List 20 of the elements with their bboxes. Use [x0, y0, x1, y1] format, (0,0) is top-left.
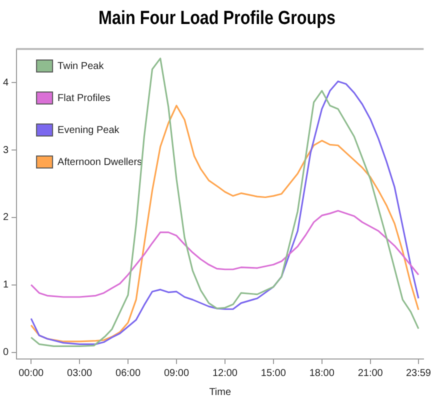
x-tick-label: 18:00	[309, 368, 335, 379]
y-tick-label: 0	[3, 347, 9, 358]
legend-label: Twin Peak	[58, 60, 105, 72]
y-tick-label: 3	[3, 144, 9, 156]
x-axis-title: Time	[209, 386, 232, 398]
x-tick-label: 06:00	[116, 368, 141, 379]
legend-label: Afternoon Dwellers	[58, 156, 142, 168]
x-tick-label: 09:00	[164, 368, 190, 379]
legend-label: Evening Peak	[58, 124, 120, 136]
y-tick-label: 4	[3, 77, 9, 88]
y-tick-label: 1	[3, 280, 9, 291]
x-tick-label: 00:00	[18, 368, 44, 379]
x-tick-label: 03:00	[67, 368, 93, 379]
x-tick-label: 21:00	[358, 368, 384, 379]
y-tick-label: 2	[3, 212, 9, 224]
x-tick-label: 12:00	[212, 368, 238, 379]
legend-label: Flat Profiles	[58, 92, 110, 104]
x-tick-label: 15:00	[260, 368, 286, 379]
x-tick-label: 23:59	[406, 368, 432, 379]
chart-title: Main Four Load Profile Groups	[98, 8, 336, 30]
